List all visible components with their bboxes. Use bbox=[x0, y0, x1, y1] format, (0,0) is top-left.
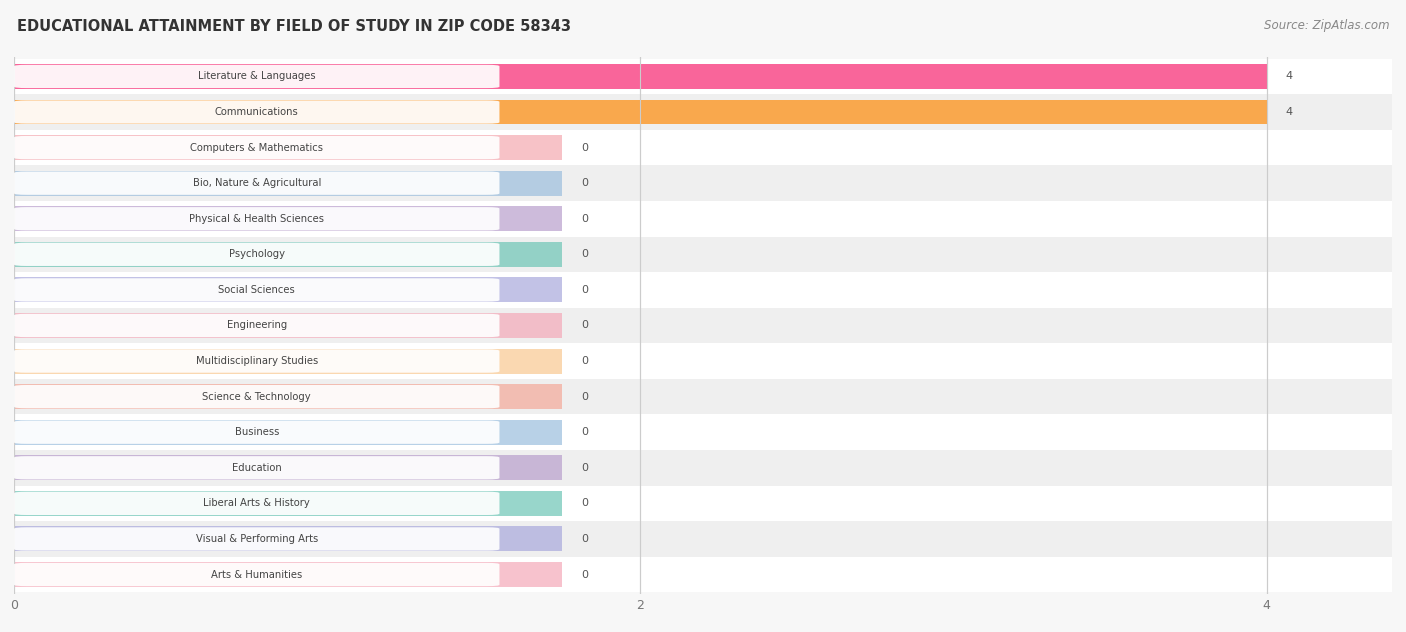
Text: 0: 0 bbox=[581, 427, 588, 437]
Text: Bio, Nature & Agricultural: Bio, Nature & Agricultural bbox=[193, 178, 321, 188]
Text: Source: ZipAtlas.com: Source: ZipAtlas.com bbox=[1264, 19, 1389, 32]
FancyBboxPatch shape bbox=[14, 65, 499, 88]
Bar bbox=[14, 135, 562, 160]
Text: 0: 0 bbox=[581, 143, 588, 152]
FancyBboxPatch shape bbox=[14, 207, 499, 231]
Text: Visual & Performing Arts: Visual & Performing Arts bbox=[195, 534, 318, 544]
Text: Communications: Communications bbox=[215, 107, 298, 117]
Bar bbox=[14, 349, 562, 374]
FancyBboxPatch shape bbox=[14, 171, 499, 195]
FancyBboxPatch shape bbox=[14, 136, 499, 159]
Text: Physical & Health Sciences: Physical & Health Sciences bbox=[190, 214, 325, 224]
Bar bbox=[14, 384, 562, 409]
Bar bbox=[14, 64, 1267, 89]
Text: 0: 0 bbox=[581, 250, 588, 259]
FancyBboxPatch shape bbox=[14, 385, 499, 408]
Bar bbox=[14, 272, 1392, 308]
Bar bbox=[14, 562, 562, 587]
Text: Liberal Arts & History: Liberal Arts & History bbox=[204, 499, 311, 508]
FancyBboxPatch shape bbox=[14, 456, 499, 480]
Bar bbox=[14, 201, 1392, 236]
Bar bbox=[14, 415, 1392, 450]
Bar bbox=[14, 521, 1392, 557]
FancyBboxPatch shape bbox=[14, 420, 499, 444]
Text: 0: 0 bbox=[581, 285, 588, 295]
Bar bbox=[14, 308, 1392, 343]
Bar bbox=[14, 59, 1392, 94]
FancyBboxPatch shape bbox=[14, 100, 499, 124]
Text: Business: Business bbox=[235, 427, 278, 437]
Text: Arts & Humanities: Arts & Humanities bbox=[211, 569, 302, 580]
Text: Education: Education bbox=[232, 463, 281, 473]
Bar bbox=[14, 236, 1392, 272]
Text: 0: 0 bbox=[581, 356, 588, 366]
Bar bbox=[14, 242, 562, 267]
FancyBboxPatch shape bbox=[14, 314, 499, 337]
Bar bbox=[14, 379, 1392, 415]
Text: 0: 0 bbox=[581, 320, 588, 331]
Bar bbox=[14, 313, 562, 338]
Text: 0: 0 bbox=[581, 214, 588, 224]
Bar bbox=[14, 491, 562, 516]
Bar bbox=[14, 420, 562, 445]
FancyBboxPatch shape bbox=[14, 349, 499, 373]
Bar bbox=[14, 343, 1392, 379]
Text: 0: 0 bbox=[581, 178, 588, 188]
Bar bbox=[14, 450, 1392, 485]
Bar bbox=[14, 277, 562, 302]
Text: Science & Technology: Science & Technology bbox=[202, 392, 311, 401]
Text: Literature & Languages: Literature & Languages bbox=[198, 71, 315, 82]
Bar bbox=[14, 166, 1392, 201]
Text: 0: 0 bbox=[581, 499, 588, 508]
FancyBboxPatch shape bbox=[14, 527, 499, 550]
Text: 4: 4 bbox=[1285, 107, 1292, 117]
Bar bbox=[14, 526, 562, 551]
Text: Computers & Mathematics: Computers & Mathematics bbox=[190, 143, 323, 152]
Text: 0: 0 bbox=[581, 463, 588, 473]
FancyBboxPatch shape bbox=[14, 563, 499, 586]
Text: Social Sciences: Social Sciences bbox=[218, 285, 295, 295]
Text: Engineering: Engineering bbox=[226, 320, 287, 331]
FancyBboxPatch shape bbox=[14, 243, 499, 266]
Text: Multidisciplinary Studies: Multidisciplinary Studies bbox=[195, 356, 318, 366]
Text: Psychology: Psychology bbox=[229, 250, 285, 259]
Bar bbox=[14, 206, 562, 231]
Text: 4: 4 bbox=[1285, 71, 1292, 82]
FancyBboxPatch shape bbox=[14, 278, 499, 301]
Text: 0: 0 bbox=[581, 392, 588, 401]
FancyBboxPatch shape bbox=[14, 492, 499, 515]
Bar bbox=[14, 557, 1392, 592]
Bar bbox=[14, 100, 1267, 125]
Text: 0: 0 bbox=[581, 569, 588, 580]
Bar bbox=[14, 171, 562, 196]
Bar bbox=[14, 94, 1392, 130]
Text: EDUCATIONAL ATTAINMENT BY FIELD OF STUDY IN ZIP CODE 58343: EDUCATIONAL ATTAINMENT BY FIELD OF STUDY… bbox=[17, 19, 571, 34]
Text: 0: 0 bbox=[581, 534, 588, 544]
Bar bbox=[14, 455, 562, 480]
Bar bbox=[14, 485, 1392, 521]
Bar bbox=[14, 130, 1392, 166]
